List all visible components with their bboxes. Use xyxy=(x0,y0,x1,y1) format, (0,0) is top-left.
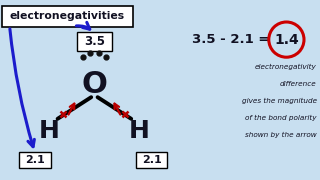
Text: H: H xyxy=(39,119,60,143)
Text: 2.1: 2.1 xyxy=(25,155,45,165)
Text: difference: difference xyxy=(280,81,317,87)
FancyBboxPatch shape xyxy=(77,32,112,51)
Text: gives the magnitude: gives the magnitude xyxy=(242,98,317,104)
Text: 2.1: 2.1 xyxy=(142,155,162,165)
Text: 3.5 - 2.1 =: 3.5 - 2.1 = xyxy=(192,33,274,46)
Text: electronegativity: electronegativity xyxy=(255,64,317,70)
Text: 3.5: 3.5 xyxy=(84,35,105,48)
FancyBboxPatch shape xyxy=(19,152,51,168)
Text: O: O xyxy=(82,70,107,99)
Text: H: H xyxy=(129,119,150,143)
FancyBboxPatch shape xyxy=(2,6,133,27)
FancyBboxPatch shape xyxy=(136,152,167,168)
Text: of the bond polarity: of the bond polarity xyxy=(245,115,317,121)
Text: electronegativities: electronegativities xyxy=(10,11,125,21)
Text: 1.4: 1.4 xyxy=(274,33,299,47)
Text: shown by the arrow: shown by the arrow xyxy=(245,132,317,138)
